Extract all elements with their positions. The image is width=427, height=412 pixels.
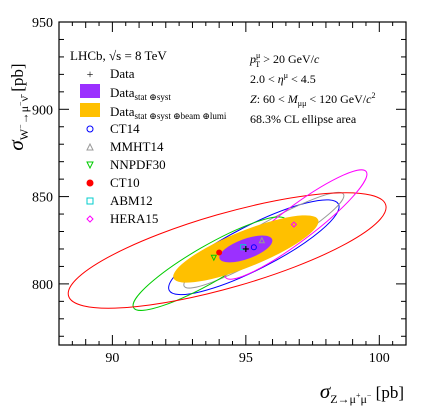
legend-marker-mmht14 <box>86 142 94 151</box>
y-tick-label: 900 <box>32 103 53 118</box>
x-axis-label: σZ→μ+μ− [pb] <box>320 379 404 406</box>
legend-label-ct14: CT14 <box>110 121 140 136</box>
legend-label-mmht14: MMHT14 <box>110 139 164 154</box>
legend-item-nnpdf30: NNPDF30 <box>86 157 166 172</box>
y-tick-label: 850 <box>32 191 53 206</box>
legend-marker-ct14 <box>86 125 94 133</box>
experiment-label: LHCb, √s = 8 TeV <box>70 48 167 63</box>
svg-text:Datastat ⊕syst ⊕beam ⊕lumi: Datastat ⊕syst ⊕beam ⊕lumi <box>110 104 227 121</box>
legend-item-hera15: HERA15 <box>86 211 158 226</box>
ellipse-ct14 <box>168 199 340 296</box>
cut-eta: 2.0 < ημ < 4.5 <box>250 71 316 86</box>
legend-marker-hera15 <box>86 215 94 223</box>
x-tick-label: 95 <box>239 351 253 366</box>
cut-pt: pμ T > 20 GeV/c <box>249 51 320 69</box>
marker-nnpdf30 <box>210 254 218 262</box>
legend-label-ct10: CT10 <box>110 175 140 190</box>
ellipse-hera15 <box>224 169 368 280</box>
legend-marker-ct10 <box>86 179 94 187</box>
legend-swatch-stat-syst <box>80 84 100 98</box>
legend-series: CT14 MMHT14 NNPDF30 CT10 ABM12 HERA15 <box>86 121 166 226</box>
data-point-group <box>242 245 249 252</box>
legend-item-mmht14: MMHT14 <box>86 139 164 154</box>
cut-mass: Z: 60 < Mμμ < 120 GeV/c2 <box>250 91 375 108</box>
cut-cl: 68.3% CL ellipse area <box>250 112 357 126</box>
x-tick-label: 90 <box>105 351 119 366</box>
legend-swatch-full <box>80 103 100 117</box>
legend-item-ct10: CT10 <box>86 175 140 190</box>
legend-item-ct14: CT14 <box>86 121 140 136</box>
svg-text:σW−→μ−ν̄ [pb]: σW−→μ−ν̄ [pb] <box>4 63 31 150</box>
legend-label-hera15: HERA15 <box>110 211 158 226</box>
legend-item-data: + Data <box>87 66 135 81</box>
legend-item-stat-syst: Datastat ⊕syst <box>80 84 171 102</box>
y-axis-label: σW−→μ−ν̄ [pb] <box>4 63 31 150</box>
legend-item-abm12: ABM12 <box>86 193 153 208</box>
legend: LHCb, √s = 8 TeV + Data Datastat ⊕syst D… <box>70 48 227 226</box>
svg-text:+: + <box>87 67 94 81</box>
legend-marker-abm12 <box>86 197 94 205</box>
axis-ticks: 90 95 100 800 850 900 950 <box>32 16 407 366</box>
marker-ct14 <box>250 244 257 251</box>
legend-label-data: Data <box>110 66 135 81</box>
legend-item-full: Datastat ⊕syst ⊕beam ⊕lumi <box>80 103 227 121</box>
legend-label-abm12: ABM12 <box>110 193 153 208</box>
cuts-block: pμ T > 20 GeV/c 2.0 < ημ < 4.5 Z: 60 < Mμ… <box>249 51 375 126</box>
y-tick-label: 950 <box>32 16 53 31</box>
marker-hera15 <box>290 221 298 228</box>
x-tick-label: 100 <box>369 351 390 366</box>
legend-label-nnpdf30: NNPDF30 <box>110 157 166 172</box>
legend-marker-nnpdf30 <box>86 161 94 170</box>
y-tick-label: 800 <box>32 278 53 293</box>
marker-mmht14 <box>258 236 266 244</box>
marker-ct10 <box>216 249 223 256</box>
svg-text:Datastat ⊕syst: Datastat ⊕syst <box>110 85 171 102</box>
ellipse-ct10 <box>67 192 387 309</box>
